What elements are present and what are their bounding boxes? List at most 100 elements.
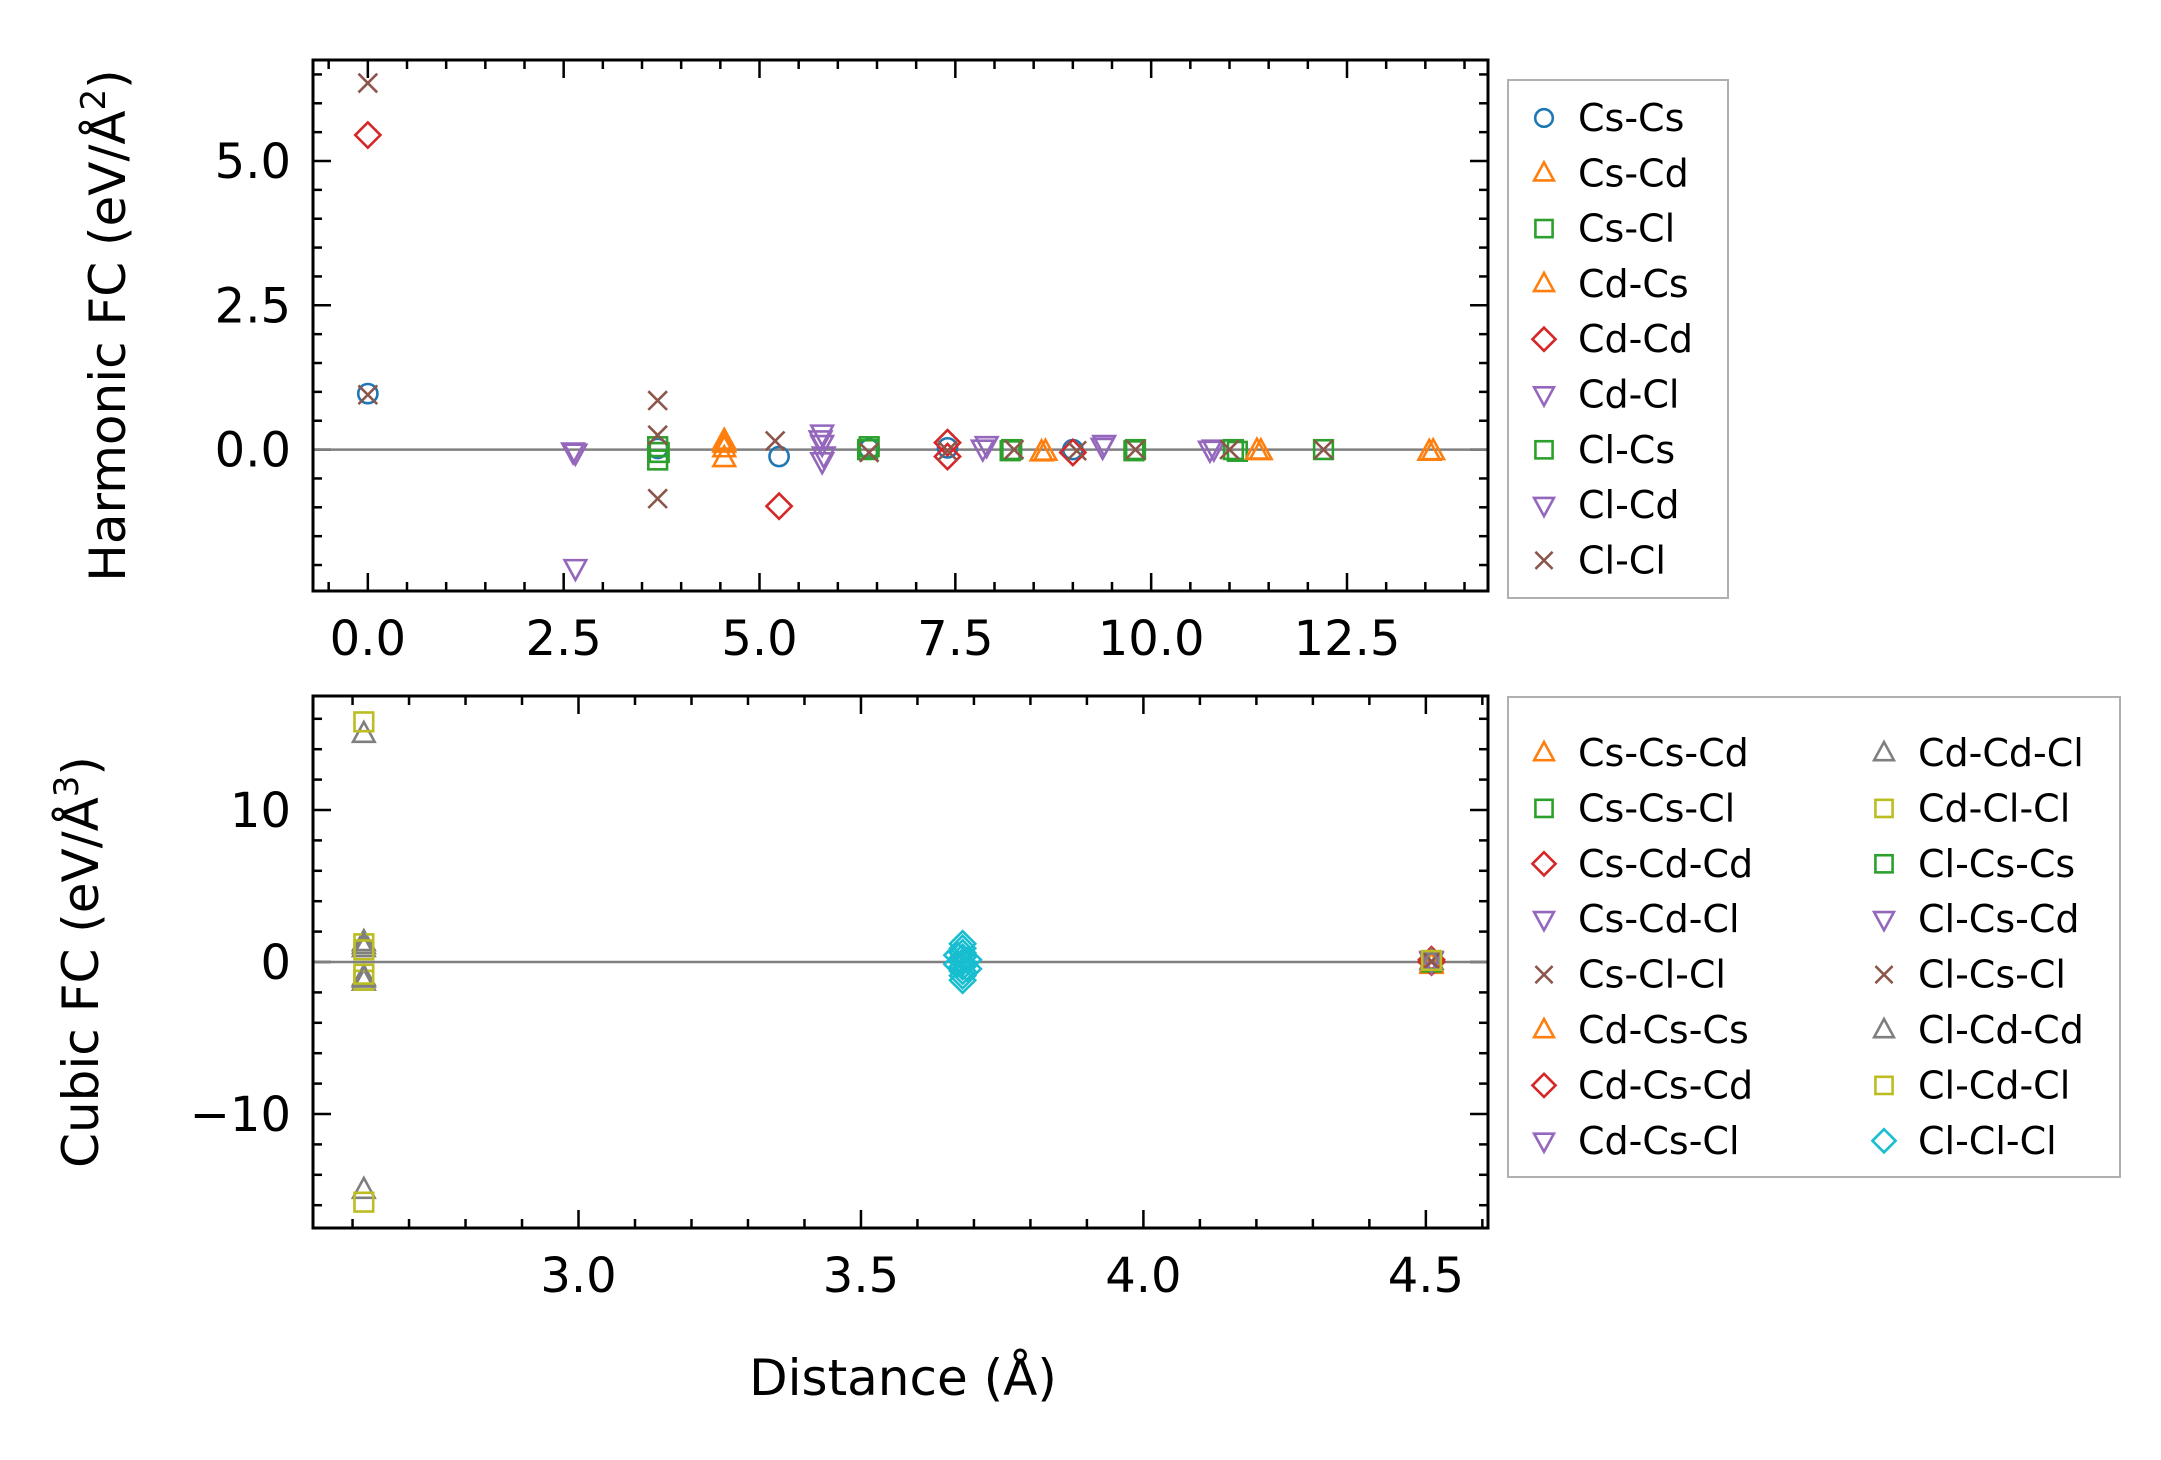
legend-label: Cl-Cd-Cl (1918, 1063, 2070, 1107)
data-point (807, 430, 834, 454)
legend-label: Cd-Cl (1578, 373, 1679, 417)
legend-marker (1874, 798, 1894, 819)
x-axis-label: Distance (Å) (749, 1349, 1057, 1407)
legend-marker (1871, 739, 1897, 762)
bottom-ylabel-close: ) (52, 756, 110, 776)
legend-label: Cd-Cs-Cd (1578, 1063, 1753, 1107)
legend-entry: Cl-Cs-Cs (1874, 842, 2075, 886)
data-point (353, 939, 375, 961)
legend-box (1507, 79, 1729, 599)
top-panel-points (353, 72, 1447, 583)
legend-label: Cl-Cs (1578, 428, 1675, 472)
data-point (933, 442, 962, 471)
top-ytick-labels: 0.0 2.5 5.0 (215, 134, 291, 479)
data-point (647, 424, 668, 446)
series-cl-cd-cd (350, 930, 1445, 988)
data-point (353, 711, 375, 733)
legend-label: Cl-Cs-Cd (1918, 897, 2080, 941)
data-point (353, 1191, 375, 1213)
data-point (810, 446, 837, 471)
legend-marker (1530, 325, 1558, 353)
y-tick-label: 10 (230, 783, 291, 839)
data-point (768, 445, 790, 468)
legend-entry: Cl-Cd-Cl (1874, 1063, 2070, 1107)
bottom-legend: Cs-Cs-Cd Cs-Cs-Cl Cs-Cd-Cd Cs-Cd-Cl Cs-Cl-Cl… (1507, 696, 2121, 1178)
legend-entry: Cs-Cl-Cl (1534, 953, 1726, 997)
data-point (562, 558, 589, 583)
data-point (948, 952, 978, 981)
legend-entry: Cd-Cd-Cl (1871, 731, 2084, 775)
legend-entry: Cl-Cs-Cl (1874, 953, 2066, 997)
cubic-fc-panel: 3.0 3.5 4.0 4.5 −10 0 10 Cubic FC (eV/Å3) Cs-… (47, 694, 2121, 1304)
data-point (856, 438, 879, 461)
data-point (647, 488, 668, 509)
legend-label: Cl-Cs-Cl (1918, 953, 2066, 997)
legend-label: Cd-Cs (1578, 262, 1689, 306)
bottom-ylabel-main: Cubic FC (eV/Å (52, 797, 110, 1168)
x-tick-label: 0.0 (330, 611, 406, 667)
data-point (560, 442, 587, 467)
data-point (1125, 439, 1146, 460)
data-point (973, 435, 1000, 460)
legend-marker (1531, 1016, 1557, 1039)
data-point (948, 965, 978, 995)
data-point (969, 439, 996, 464)
legend-marker (1874, 853, 1894, 874)
data-point (936, 436, 959, 459)
x-tick-label: 12.5 (1294, 611, 1401, 667)
data-point (350, 964, 377, 988)
x-tick-label: 3.0 (540, 1248, 616, 1304)
data-point (1222, 438, 1245, 461)
data-point (1219, 439, 1240, 460)
legend-marker (1871, 1016, 1897, 1039)
y-tick-label: 5.0 (215, 134, 291, 190)
x-tick-label: 4.5 (1388, 1248, 1464, 1304)
y-tick-label: −10 (190, 1087, 291, 1143)
top-plot-frame (311, 58, 1490, 593)
data-point (948, 961, 978, 991)
legend-marker (1531, 386, 1557, 409)
data-point (1420, 949, 1443, 972)
legend-marker (1534, 439, 1554, 460)
legend-entry: Cs-Cl (1534, 207, 1675, 251)
legend-label: Cs-Cs (1578, 96, 1684, 140)
top-ylabel-close: ) (79, 69, 137, 89)
legend-label: Cd-Cl-Cl (1918, 786, 2070, 830)
legend-marker (1530, 1072, 1558, 1099)
legend-label: Cd-Cs-Cs (1578, 1008, 1749, 1052)
data-point (350, 1175, 377, 1200)
legend-entry: Cd-Cl-Cl (1874, 786, 2070, 830)
legend-marker (1534, 550, 1554, 570)
data-point (858, 436, 880, 458)
legend-marker (1874, 1075, 1894, 1096)
data-point (357, 72, 379, 94)
series-cl-cl-cl (942, 929, 983, 995)
legend-label: Cl-Cs-Cs (1918, 842, 2075, 886)
harmonic-fc-panel: 0.0 2.5 5.0 7.5 10.0 12.5 0.0 2.5 5.0 Harmonic … (74, 58, 1729, 667)
series-cd-cd (353, 120, 1088, 521)
data-point (948, 956, 978, 986)
data-point (647, 449, 669, 471)
legend-entry: Cs-Cs-Cl (1534, 786, 1735, 830)
legend-label: Cs-Cs-Cl (1578, 786, 1735, 830)
data-point (711, 429, 738, 453)
legend-marker (1534, 798, 1554, 819)
legend-label: Cs-Cd-Cd (1578, 842, 1753, 886)
legend-entry: Cd-Cs-Cl (1531, 1119, 1740, 1163)
bottom-y-axis-label: Cubic FC (eV/Å3) (47, 756, 110, 1168)
series-cl-cd (560, 430, 1223, 471)
bottom-ylabel-sup: 3 (47, 776, 87, 798)
data-point (858, 442, 880, 463)
data-point (1313, 439, 1334, 460)
data-point (353, 120, 383, 150)
legend-entry: Cl-Cs (1534, 428, 1675, 472)
legend-label: Cd-Cd (1578, 317, 1693, 361)
data-point (350, 933, 377, 958)
y-tick-label: 0 (260, 935, 291, 991)
data-point (350, 930, 377, 955)
data-point (356, 382, 379, 405)
legend-label: Cl-Cd-Cd (1918, 1008, 2084, 1052)
x-tick-label: 4.0 (1105, 1248, 1181, 1304)
data-point (647, 390, 668, 411)
series-cl-cs (648, 438, 1245, 464)
